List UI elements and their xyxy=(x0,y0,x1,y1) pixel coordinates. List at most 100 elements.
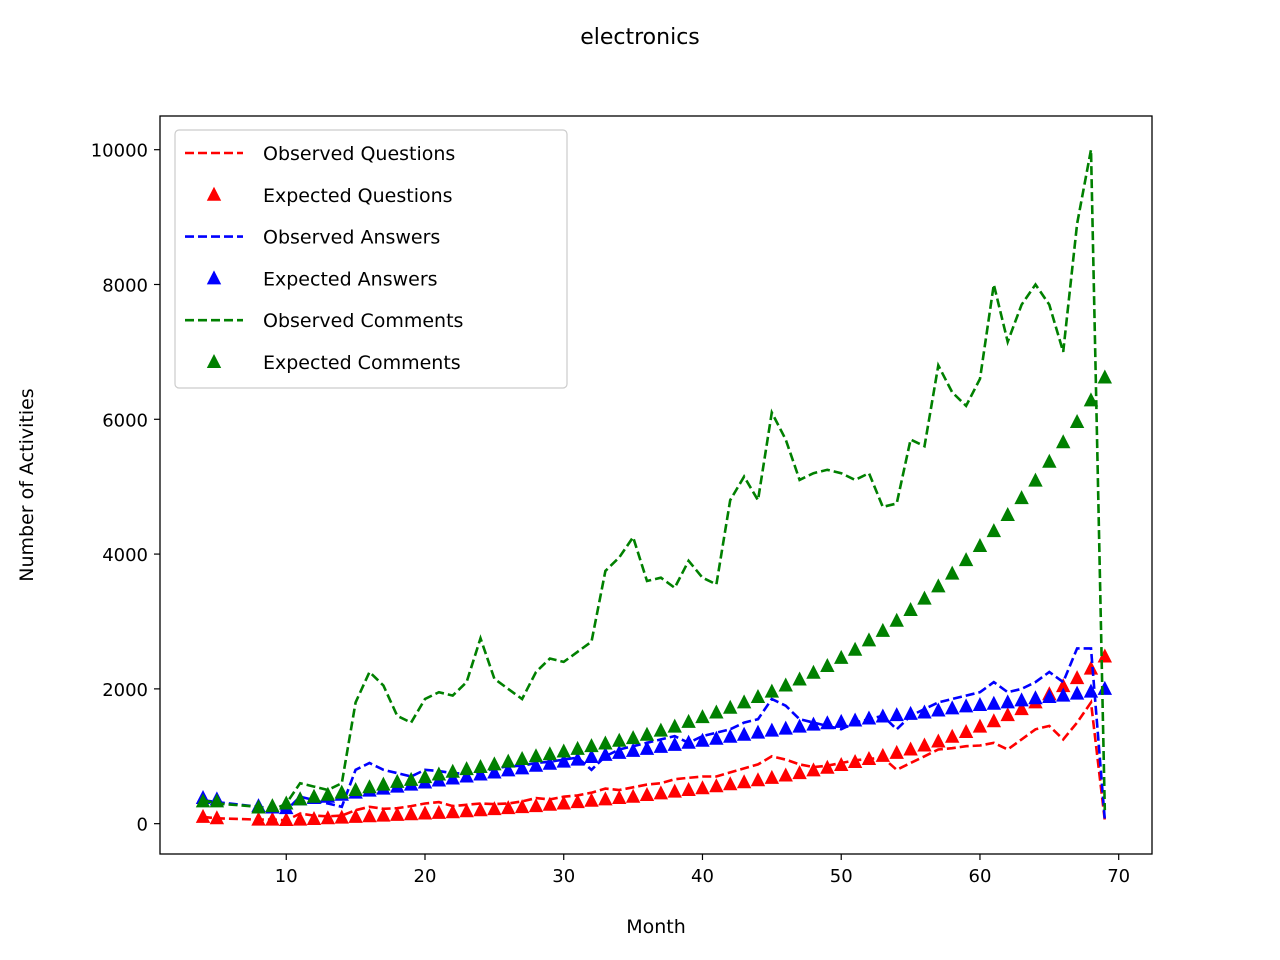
data-point xyxy=(1028,690,1043,705)
data-point xyxy=(1000,506,1015,521)
data-point xyxy=(945,700,960,715)
data-point xyxy=(764,683,780,698)
data-point xyxy=(1056,434,1071,449)
series-expected-questions xyxy=(195,648,1113,826)
data-point xyxy=(861,710,877,725)
data-point xyxy=(556,743,571,758)
data-point xyxy=(598,791,613,806)
y-axis: 0 2000 4000 6000 8000 10000 xyxy=(91,141,160,836)
data-point xyxy=(667,718,682,733)
data-point xyxy=(750,724,766,739)
data-point xyxy=(792,718,807,733)
legend: Observed Questions Expected Questions Obse… xyxy=(174,129,568,389)
data-point xyxy=(487,764,502,779)
data-point xyxy=(847,641,863,656)
data-point xyxy=(459,761,474,776)
data-point xyxy=(612,732,627,747)
data-point xyxy=(750,688,766,703)
data-point xyxy=(736,694,752,709)
legend-item: Expected Answers xyxy=(206,268,438,290)
data-point xyxy=(612,744,627,759)
data-point xyxy=(487,756,502,771)
data-point xyxy=(986,695,1002,710)
data-point xyxy=(390,806,405,821)
data-point xyxy=(403,806,419,821)
x-axis-title: Month xyxy=(626,916,686,938)
data-point xyxy=(570,751,585,766)
data-point xyxy=(473,766,488,781)
data-point xyxy=(750,772,766,787)
data-point xyxy=(556,753,571,768)
data-point xyxy=(695,780,710,795)
data-point xyxy=(958,724,974,739)
legend-marker-swatch xyxy=(206,270,222,285)
data-point xyxy=(958,552,974,567)
data-point xyxy=(639,787,655,802)
data-point xyxy=(459,768,474,783)
data-point xyxy=(528,748,544,763)
legend-label: Expected Questions xyxy=(263,185,453,207)
data-point xyxy=(1000,694,1015,709)
y-tick-label: 0 xyxy=(137,815,148,836)
series-observed-questions xyxy=(202,698,1107,822)
data-point xyxy=(1014,701,1029,716)
data-point xyxy=(1069,685,1085,700)
y-tick-label: 6000 xyxy=(102,410,148,431)
data-point xyxy=(209,810,225,825)
y-tick-label: 2000 xyxy=(102,680,148,701)
data-point xyxy=(445,763,460,778)
data-point xyxy=(251,799,266,814)
legend-label: Observed Answers xyxy=(263,227,440,249)
data-point xyxy=(889,707,904,722)
x-tick-label: 50 xyxy=(830,866,853,887)
data-point xyxy=(709,730,724,745)
data-point xyxy=(390,773,405,788)
data-point xyxy=(820,715,835,730)
data-point xyxy=(639,740,655,755)
data-point xyxy=(251,811,266,826)
data-point xyxy=(1014,490,1029,505)
legend-box xyxy=(174,129,568,389)
data-point xyxy=(931,733,946,748)
data-point xyxy=(514,750,530,765)
data-point xyxy=(403,771,419,786)
legend-item: Expected Comments xyxy=(206,352,461,374)
data-point xyxy=(1028,472,1043,487)
data-point xyxy=(1097,648,1113,663)
data-point xyxy=(917,704,932,719)
data-point xyxy=(279,811,294,826)
data-point xyxy=(972,718,988,733)
data-point xyxy=(1097,369,1113,384)
data-point xyxy=(834,757,849,772)
data-point xyxy=(736,774,752,789)
data-point xyxy=(625,730,641,745)
legend-label: Expected Comments xyxy=(263,352,461,374)
data-point xyxy=(889,612,904,627)
data-point xyxy=(903,705,918,720)
series-observed-comments xyxy=(202,149,1107,812)
data-point xyxy=(306,810,322,825)
series-line xyxy=(202,698,1107,822)
data-point xyxy=(820,657,835,672)
x-tick-label: 60 xyxy=(969,866,992,887)
data-point xyxy=(861,750,877,765)
data-point xyxy=(501,762,516,777)
data-point xyxy=(376,807,391,822)
data-point xyxy=(209,793,225,808)
data-point xyxy=(695,732,710,747)
data-point xyxy=(570,794,585,809)
data-point xyxy=(265,798,280,813)
legend-item: Expected Questions xyxy=(206,185,453,207)
data-point xyxy=(723,776,738,791)
series-observed-answers xyxy=(202,647,1107,820)
data-point xyxy=(542,746,558,761)
data-point xyxy=(570,740,585,755)
plot-frame xyxy=(159,115,1153,855)
data-point xyxy=(625,788,641,803)
data-point xyxy=(445,804,460,819)
data-point xyxy=(792,671,807,686)
data-point xyxy=(709,778,724,793)
data-point xyxy=(723,728,738,743)
data-point xyxy=(875,622,891,637)
data-point xyxy=(334,809,349,824)
